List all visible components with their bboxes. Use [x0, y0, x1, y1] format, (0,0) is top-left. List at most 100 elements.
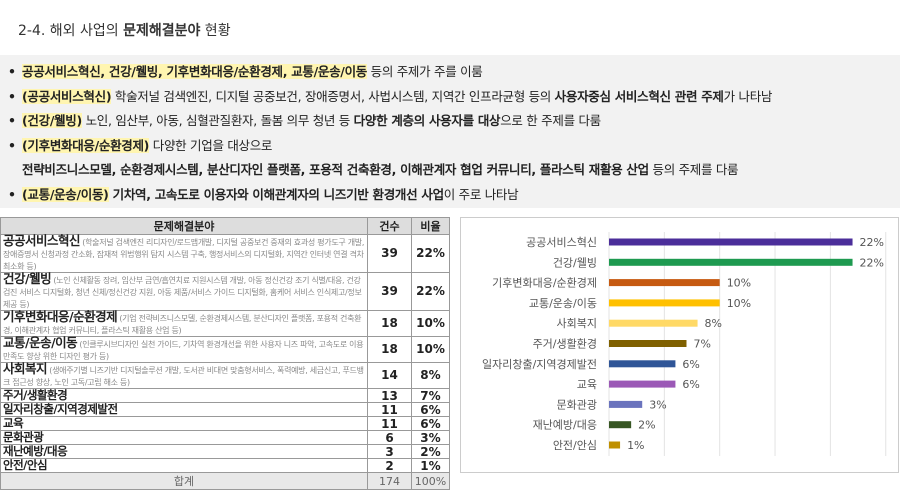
- total-label: 합계: [0, 472, 369, 490]
- col-header-ratio: 비율: [410, 217, 451, 235]
- bar-chart: 공공서비스혁신 22% 건강/웰빙 22% 기후변화대응/순환경제 10% 교통/운송/이동…: [460, 217, 899, 473]
- data-label: 10%: [727, 297, 751, 310]
- ratio-cell: 3%: [410, 430, 451, 445]
- data-label: 10%: [727, 277, 751, 290]
- total-ratio: 100%: [410, 472, 451, 490]
- count-cell: 2: [367, 458, 412, 473]
- col-header-count: 건수: [367, 217, 412, 235]
- bar: [609, 421, 632, 429]
- ratio-cell: 6%: [410, 416, 451, 431]
- area-cell: 사회복지 (생애주기별 니즈기반 디지털솔루션 개발, 도서관 비대면 맞춤형서…: [0, 361, 369, 389]
- bullet-5: • (교통/운송/이동) 기차역, 고속도로 이용자와 이해관계자의 니즈기반 환…: [8, 186, 519, 202]
- ratio-cell: 10%: [410, 336, 451, 363]
- area-name: 안전/안심: [3, 458, 48, 472]
- area-cell: 교통/운송/이동 (인클루시브디자인 실천 가이드, 기차역 환경개선을 위한 …: [0, 335, 369, 363]
- data-label: 8%: [705, 317, 722, 330]
- category-label: 교통/운송/이동: [529, 297, 597, 310]
- area-cell: 일자리창출/지역경제발전: [0, 402, 369, 417]
- area-cell: 건강/웰빙 (노인 신체활동 장려, 임산부 금연/흡연치료 지원시스템 개발,…: [0, 271, 369, 311]
- area-cell: 공공서비스혁신 (학술저널 검색엔진 리디자인/로드맵개발, 디지털 공중보건 …: [0, 233, 369, 273]
- area-name: 교통/운송/이동: [3, 335, 78, 350]
- data-label: 1%: [627, 439, 644, 452]
- bar-chart-svg: 공공서비스혁신 22% 건강/웰빙 22% 기후변화대응/순환경제 10% 교통/운송/이동…: [482, 232, 887, 456]
- bar: [609, 319, 698, 327]
- ratio-cell: 22%: [410, 272, 451, 311]
- data-label: 6%: [682, 358, 699, 371]
- area-name: 문화관광: [3, 430, 44, 444]
- area-description: (노인 신체활동 장려, 임산부 금연/흡연치료 지원시스템 개발, 아동 정신…: [3, 276, 362, 309]
- area-description: (기업 전략비즈니스모델, 순환경제시스템, 분산디자인 플랫폼, 포용적 건축…: [3, 314, 362, 335]
- category-label: 주거/생활환경: [533, 337, 597, 351]
- area-cell: 재난예방/대응: [0, 444, 369, 459]
- area-name: 일자리창출/지역경제발전: [3, 402, 118, 416]
- area-name: 공공서비스혁신: [3, 233, 81, 248]
- problem-area-table: 문제해결분야 건수 비율 공공서비스혁신 (학술저널 검색엔진 리디자인/로드맵…: [0, 217, 451, 490]
- category-label: 일자리창출/지역경제발전: [482, 357, 597, 371]
- area-name: 교육: [3, 416, 24, 430]
- bar: [609, 258, 853, 266]
- area-cell: 안전/안심: [0, 458, 369, 473]
- count-cell: 3: [367, 444, 412, 459]
- summary-box: • 공공서비스혁신, 건강/웰빙, 기후변화대응/순환경제, 교통/운송/이동 등…: [0, 55, 900, 208]
- count-cell: 18: [367, 310, 412, 337]
- table-row: 안전/안심 2 1%: [0, 458, 451, 473]
- table-row: 교육 11 6%: [0, 416, 451, 431]
- ratio-cell: 8%: [410, 362, 451, 389]
- bullet-4-cont: 전략비즈니스모델, 순환경제시스템, 분산디자인 플랫폼, 포용적 건축환경, …: [22, 162, 739, 177]
- total-row: 합계 174 100%: [0, 472, 451, 490]
- total-count: 174: [367, 472, 412, 490]
- area-cell: 주거/생활환경: [0, 388, 369, 403]
- ratio-cell: 2%: [410, 444, 451, 459]
- ratio-cell: 6%: [410, 402, 451, 417]
- category-label: 재난예방/대응: [533, 419, 597, 432]
- data-label: 22%: [860, 256, 884, 269]
- table-row: 기후변화대응/순환경제 (기업 전략비즈니스모델, 순환경제시스템, 분산디자인…: [0, 309, 451, 337]
- area-cell: 기후변화대응/순환경제 (기업 전략비즈니스모델, 순환경제시스템, 분산디자인…: [0, 309, 369, 337]
- data-label: 6%: [682, 378, 699, 391]
- ratio-cell: 7%: [410, 388, 451, 403]
- area-name: 사회복지: [3, 361, 48, 376]
- ratio-cell: 1%: [410, 458, 451, 473]
- area-cell: 문화관광: [0, 430, 369, 445]
- bullet-4: • (기후변화대응/순환경제) 다양한 기업을 대상으로: [8, 137, 273, 153]
- table-row: 일자리창출/지역경제발전 11 6%: [0, 402, 451, 417]
- bullet-3: • (건강/웰빙) 노인, 임산부, 아동, 심혈관질환자, 돌봄 의무 청년 등…: [8, 113, 601, 128]
- count-cell: 39: [367, 272, 412, 311]
- area-name: 건강/웰빙: [3, 271, 52, 286]
- area-description: (학술저널 검색엔진 리디자인/로드맵개발, 디지털 공중보건 중재의 효과성 …: [3, 238, 365, 271]
- category-label: 안전/안심: [553, 439, 597, 452]
- category-label: 문화관광: [557, 398, 597, 411]
- area-name: 주거/생활환경: [3, 388, 68, 402]
- count-cell: 18: [367, 336, 412, 363]
- ratio-cell: 22%: [410, 234, 451, 273]
- data-label: 22%: [860, 236, 884, 249]
- count-cell: 11: [367, 416, 412, 431]
- table-row: 공공서비스혁신 (학술저널 검색엔진 리디자인/로드맵개발, 디지털 공중보건 …: [0, 233, 451, 273]
- bar: [609, 238, 853, 246]
- category-label: 기후변화대응/순환경제: [492, 277, 597, 290]
- bar: [609, 299, 720, 307]
- table-row: 건강/웰빙 (노인 신체활동 장려, 임산부 금연/흡연치료 지원시스템 개발,…: [0, 271, 451, 311]
- area-description: (인클루시브디자인 실천 가이드, 기차역 환경개선을 위한 사용자 니즈 파악…: [3, 340, 364, 361]
- category-label: 사회복지: [557, 317, 597, 330]
- bar: [609, 400, 643, 408]
- data-label: 7%: [693, 338, 710, 351]
- table-row: 재난예방/대응 3 2%: [0, 444, 451, 459]
- count-cell: 11: [367, 402, 412, 417]
- area-name: 기후변화대응/순환경제: [3, 309, 118, 324]
- bar: [609, 279, 720, 287]
- count-cell: 13: [367, 388, 412, 403]
- area-description: (생애주기별 니즈기반 디지털솔루션 개발, 도서관 비대면 맞춤형서비스, 폭…: [3, 366, 364, 387]
- category-label: 공공서비스혁신: [526, 236, 597, 249]
- area-cell: 교육: [0, 416, 369, 431]
- bar: [609, 441, 621, 449]
- table-row: 주거/생활환경 13 7%: [0, 388, 451, 403]
- bar: [609, 380, 676, 388]
- bar: [609, 360, 676, 368]
- data-label: 3%: [649, 398, 666, 411]
- category-label: 교육: [577, 378, 597, 391]
- data-label: 2%: [638, 419, 655, 432]
- page-title: 2-4. 해외 사업의 문제해결분야 현황: [18, 23, 231, 39]
- bar: [609, 340, 687, 347]
- table-row: 문화관광 6 3%: [0, 430, 451, 445]
